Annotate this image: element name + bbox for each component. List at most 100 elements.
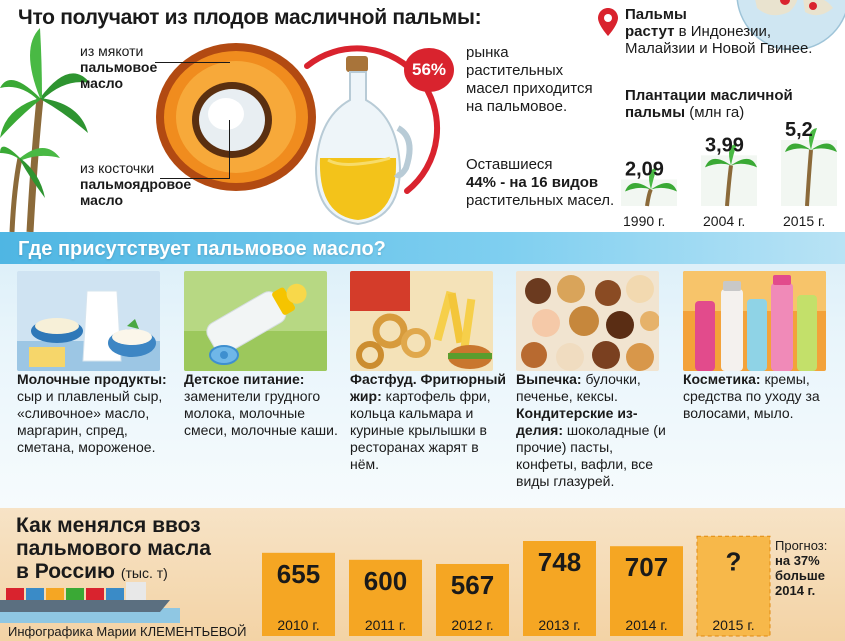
market-share-text: рынка растительных масел приходится на п… — [466, 44, 593, 115]
remaining-share-text: Оставшиеся 44% - на 16 видов растительны… — [466, 156, 616, 210]
baby-food-photo — [184, 271, 327, 371]
fast-food-photo — [350, 271, 493, 371]
confectionery-title: Кондитерские из-делия: — [516, 405, 638, 438]
cosmetics-photo — [683, 271, 826, 371]
imports-unit: (тыс. т) — [120, 565, 168, 581]
kernel-product-line1: пальмоядровое — [80, 176, 192, 192]
growth-region-text: Пальмы растут в Индонезии, Малайзии и Но… — [625, 6, 815, 57]
forecast-note: Прогноз: на 37% больше 2014 г. — [775, 538, 843, 598]
dairy-title: Молочные продукты: — [17, 371, 167, 387]
import-year-label: 2012 г. — [451, 617, 493, 633]
import-year-label: 2011 г. — [365, 617, 406, 633]
palm-leaf — [651, 182, 677, 192]
kernel-leader-line — [160, 178, 230, 179]
dairy-items: сыр и плавленый сыр, «сливочное» масло, … — [17, 388, 163, 455]
pastry-description: Выпечка: булочки, печенье, кексы. Кондит… — [516, 371, 676, 490]
globe-map-icon — [736, 0, 845, 50]
cosmetics-description: Косметика: кремы, средства по уходу за в… — [683, 371, 833, 422]
palm-leaf — [731, 158, 757, 168]
dairy-description: Молочные продукты: сыр и плавленый сыр, … — [17, 371, 172, 456]
growth-bold2: растут — [625, 23, 675, 40]
pulp-leader-line — [155, 62, 230, 63]
remaining-prefix: Оставшиеся — [466, 156, 553, 173]
usage-section: Где присутствует пальмовое масло? — [0, 232, 845, 508]
import-year-label: 2010 г. — [277, 617, 319, 633]
plantation-value-label: 5,2 — [785, 122, 813, 141]
location-pin-icon — [598, 8, 618, 36]
pulp-product-line2: масло — [80, 75, 124, 91]
cosmetics-items: кремы, средства по уходу за волосами, мы… — [683, 371, 820, 421]
import-bar — [262, 552, 335, 636]
import-bar — [349, 559, 422, 636]
pulp-prefix: из мякоти — [80, 43, 144, 59]
imports-title-line2: пальмового масла — [16, 537, 211, 560]
top-title: Что получают из плодов масличной пальмы: — [18, 6, 482, 29]
plantation-year-label: 2015 г. — [783, 213, 825, 229]
import-value-label: ? — [726, 546, 742, 576]
plantations-chart: 2,09 1990 г. 3,99 2004 г. 5,2 2015 г. — [621, 122, 837, 229]
palm-trees-illustration — [0, 28, 90, 232]
remaining-bold: 44% - на 16 видов — [466, 174, 599, 191]
import-value-label: 707 — [625, 552, 668, 582]
import-value-label: 600 — [364, 566, 407, 596]
cargo-ship-illustration — [0, 582, 180, 623]
pulp-product-line1: пальмовое — [80, 59, 158, 75]
fast-food-description: Фастфуд. Фритюрный жир: картофель фри, к… — [350, 371, 510, 473]
cosmetics-title: Косметика: — [683, 371, 761, 387]
plantations-title-unit: (млн га) — [689, 104, 745, 121]
palm-fruit-illustration — [156, 43, 316, 191]
plantations-title-bold: Плантации масличной пальмы — [625, 87, 793, 121]
import-year-label: 2014 г. — [625, 617, 667, 633]
plantation-value-label: 3,99 — [705, 134, 744, 156]
palm-leaf — [705, 158, 731, 168]
growth-bold: Пальмы — [625, 6, 687, 23]
import-value-label: 748 — [538, 547, 581, 577]
dairy-photo — [17, 271, 160, 371]
kernel-prefix: из косточки — [80, 160, 155, 176]
import-bar — [436, 563, 509, 636]
imports-title-line1: Как менялся ввоз — [16, 514, 201, 537]
fast-food-title: Фастфуд. Фритюрный жир: — [350, 371, 507, 404]
baby-food-items: заменители грудного молока, молочные сме… — [184, 388, 338, 438]
fruit-products-section: Что получают из плодов масличной пальмы: — [0, 0, 845, 232]
pastry-title: Выпечка: — [516, 371, 582, 387]
imports-title: Как менялся ввоз пальмового масла в Росс… — [16, 514, 211, 585]
usage-title-band — [0, 232, 845, 264]
usage-title: Где присутствует пальмовое масло? — [18, 238, 386, 260]
imports-title-line3: в Россию — [16, 560, 115, 583]
plantations-title: Плантации масличной пальмы (млн га) — [625, 87, 825, 121]
baby-food-description: Детское питание: заменители грудного мол… — [184, 371, 339, 439]
kernel-label: из косточки пальмоядровое масло — [80, 160, 191, 208]
palm-leaf — [811, 143, 837, 152]
palm-trunk — [805, 149, 813, 207]
import-value-label: 655 — [277, 559, 320, 589]
oil-bottle-illustration — [314, 56, 413, 226]
palm-leaf — [785, 143, 811, 152]
import-bar — [523, 541, 596, 636]
import-bar — [610, 546, 683, 636]
credit-text: Инфографика Марии КЛЕМЕНТЬЕВОЙ — [8, 624, 247, 639]
palm-leaf — [809, 128, 817, 150]
pulp-label: из мякоти пальмовое масло — [80, 43, 157, 91]
pastry-items: булочки, печенье, кексы. — [516, 371, 641, 404]
growth-regions: в Индонезии, Малайзии и Новой Гвинее. — [625, 23, 813, 57]
remaining-suffix: растительных масел. — [466, 192, 615, 209]
plantation-year-label: 1990 г. — [623, 213, 665, 229]
plantation-year-label: 2004 г. — [703, 213, 745, 229]
market-share-badge: 56% — [404, 48, 454, 92]
baby-food-title: Детское питание: — [184, 371, 305, 387]
import-value-label: 567 — [451, 570, 494, 600]
forecast-bold: на 37% больше 2014 г. — [775, 553, 825, 598]
pastry-photo — [516, 271, 659, 371]
confectionery-items: шоколадные (и прочие) пасты, конфеты, ва… — [516, 422, 666, 489]
kernel-leader-vertical — [229, 120, 230, 178]
forecast-label: Прогноз: — [775, 538, 828, 553]
import-bar — [696, 535, 771, 637]
palm-leaf — [625, 182, 651, 192]
imports-chart: 655 2010 г. 600 2011 г. 567 2012 г. 748 2013 г.… — [262, 535, 771, 637]
palm-leaf — [649, 167, 657, 190]
import-year-label: 2013 г. — [538, 617, 580, 633]
palm-trunk — [645, 188, 653, 207]
palm-leaf — [729, 143, 737, 166]
